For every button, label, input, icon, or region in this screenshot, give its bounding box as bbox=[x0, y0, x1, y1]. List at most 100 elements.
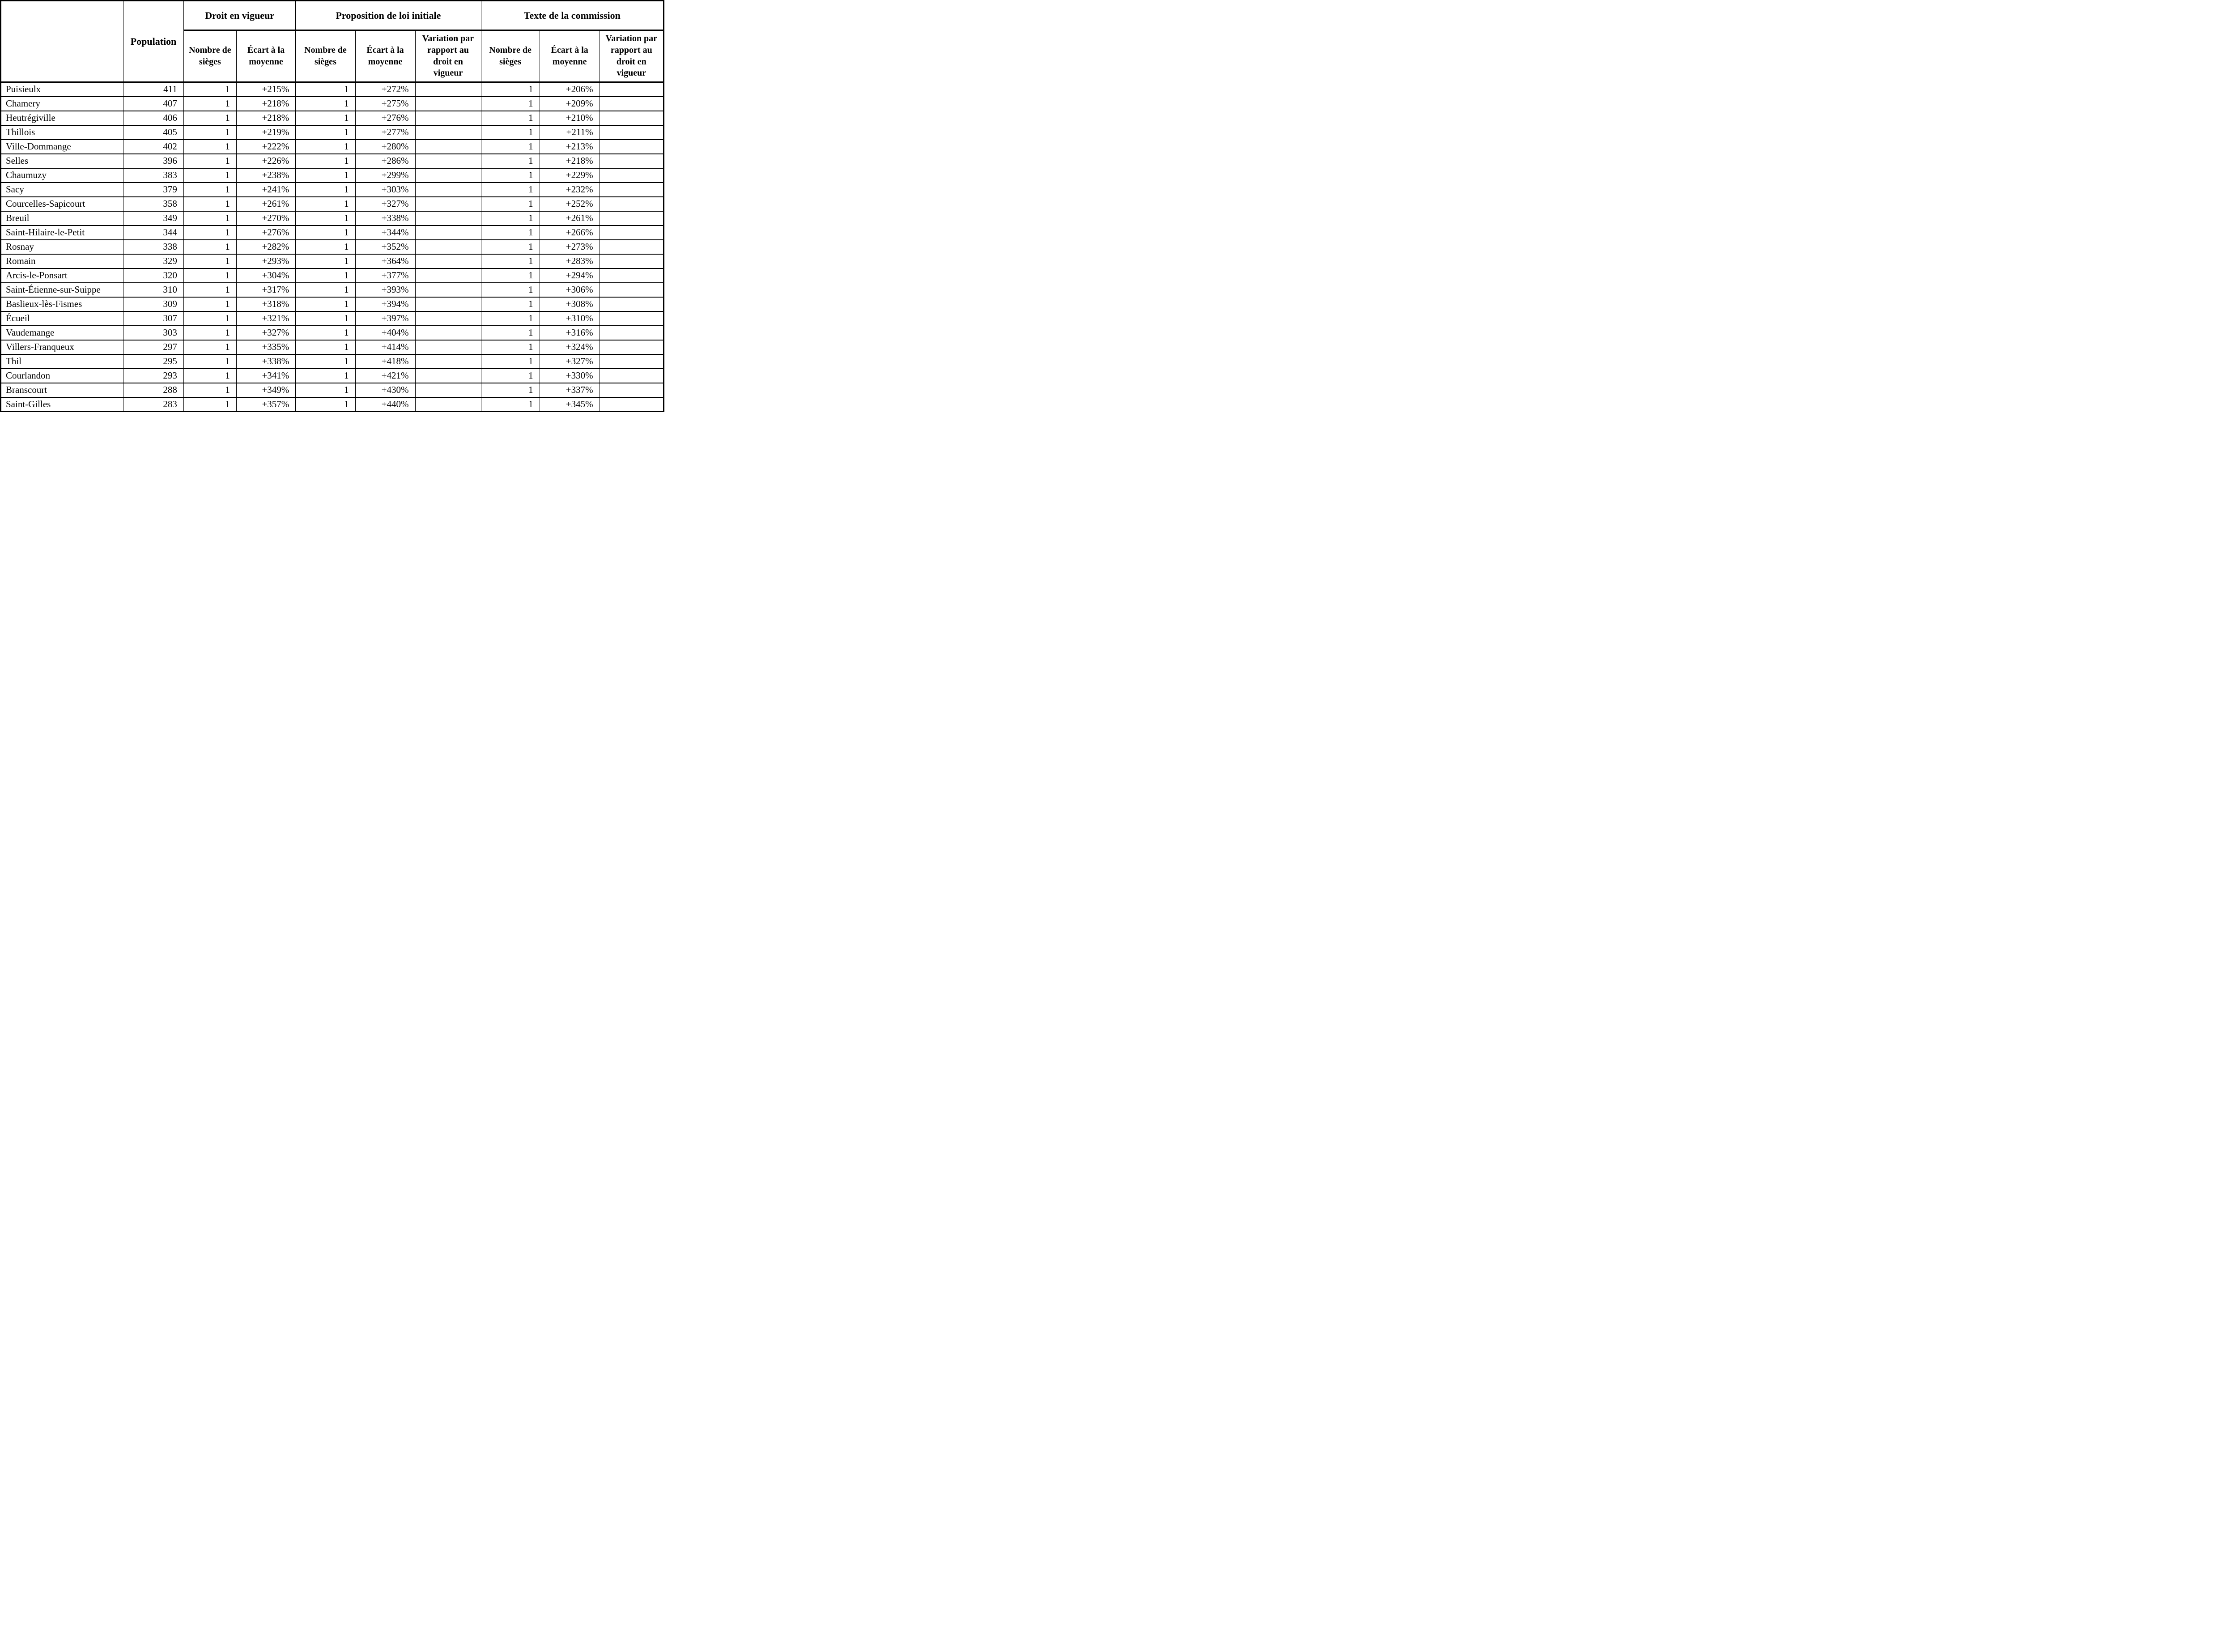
tc-variation bbox=[599, 382, 664, 398]
dev-ecart-moyenne: +318% bbox=[236, 296, 296, 312]
tc-ecart-moyenne: +294% bbox=[539, 268, 600, 283]
dev-ecart-moyenne: +238% bbox=[236, 167, 296, 183]
tc-nombre-sieges: 1 bbox=[481, 311, 540, 326]
tc-ecart-moyenne: +273% bbox=[539, 239, 600, 255]
dev-nombre-sieges: 1 bbox=[183, 239, 237, 255]
tc-nombre-sieges: 1 bbox=[481, 382, 540, 398]
subheader-dev-ecart-moyenne: Écart à la moyenne bbox=[236, 30, 296, 83]
population-header: Population bbox=[123, 0, 184, 83]
tc-variation bbox=[599, 196, 664, 212]
dev-ecart-moyenne: +270% bbox=[236, 210, 296, 226]
pli-ecart-moyenne: +397% bbox=[355, 311, 416, 326]
pli-nombre-sieges: 1 bbox=[295, 81, 356, 97]
dev-ecart-moyenne: +335% bbox=[236, 339, 296, 355]
sub-header-row: Nombre de sièges Écart à la moyenne Nomb… bbox=[1, 30, 664, 83]
pli-nombre-sieges: 1 bbox=[295, 339, 356, 355]
group-header-texte-commission: Texte de la commission bbox=[481, 0, 664, 31]
pli-nombre-sieges: 1 bbox=[295, 96, 356, 111]
tc-variation bbox=[599, 268, 664, 283]
tc-nombre-sieges: 1 bbox=[481, 81, 540, 97]
tc-variation bbox=[599, 353, 664, 369]
table-row: Saint-Gilles 283 1 +357% 1 +440% 1 +345% bbox=[0, 396, 664, 412]
tc-nombre-sieges: 1 bbox=[481, 253, 540, 269]
corner-cell bbox=[0, 0, 124, 83]
pli-ecart-moyenne: +327% bbox=[355, 196, 416, 212]
tc-variation bbox=[599, 296, 664, 312]
group-header-droit-en-vigueur: Droit en vigueur bbox=[183, 0, 296, 31]
pli-ecart-moyenne: +393% bbox=[355, 282, 416, 298]
dev-nombre-sieges: 1 bbox=[183, 253, 237, 269]
population: 379 bbox=[123, 182, 184, 197]
commune-name: Branscourt bbox=[0, 382, 124, 398]
tc-ecart-moyenne: +316% bbox=[539, 325, 600, 341]
subheader-pli-ecart-moyenne: Écart à la moyenne bbox=[355, 30, 416, 83]
dev-ecart-moyenne: +282% bbox=[236, 239, 296, 255]
commune-name: Chamery bbox=[0, 96, 124, 111]
population: 310 bbox=[123, 282, 184, 298]
subheader-tc-ecart-moyenne: Écart à la moyenne bbox=[539, 30, 600, 83]
tc-ecart-moyenne: +218% bbox=[539, 153, 600, 169]
pli-variation bbox=[415, 210, 481, 226]
pli-variation bbox=[415, 325, 481, 341]
dev-ecart-moyenne: +226% bbox=[236, 153, 296, 169]
population: 288 bbox=[123, 382, 184, 398]
pli-variation bbox=[415, 96, 481, 111]
population: 402 bbox=[123, 139, 184, 154]
tc-nombre-sieges: 1 bbox=[481, 225, 540, 240]
table-row: Chamery 407 1 +218% 1 +275% 1 +209% bbox=[0, 96, 664, 111]
dev-ecart-moyenne: +341% bbox=[236, 368, 296, 383]
commune-name: Heutrégiville bbox=[0, 110, 124, 126]
tc-ecart-moyenne: +232% bbox=[539, 182, 600, 197]
tc-ecart-moyenne: +213% bbox=[539, 139, 600, 154]
dev-ecart-moyenne: +327% bbox=[236, 325, 296, 341]
pli-ecart-moyenne: +394% bbox=[355, 296, 416, 312]
dev-nombre-sieges: 1 bbox=[183, 268, 237, 283]
population: 295 bbox=[123, 353, 184, 369]
tc-ecart-moyenne: +209% bbox=[539, 96, 600, 111]
pli-nombre-sieges: 1 bbox=[295, 268, 356, 283]
commune-name: Thillois bbox=[0, 124, 124, 140]
pli-nombre-sieges: 1 bbox=[295, 110, 356, 126]
pli-nombre-sieges: 1 bbox=[295, 368, 356, 383]
pli-variation bbox=[415, 139, 481, 154]
tc-ecart-moyenne: +206% bbox=[539, 81, 600, 97]
pli-nombre-sieges: 1 bbox=[295, 225, 356, 240]
table-header: Population Droit en vigueur Proposition … bbox=[0, 0, 664, 83]
tc-nombre-sieges: 1 bbox=[481, 124, 540, 140]
pli-nombre-sieges: 1 bbox=[295, 196, 356, 212]
dev-nombre-sieges: 1 bbox=[183, 382, 237, 398]
tc-variation bbox=[599, 225, 664, 240]
pli-variation bbox=[415, 396, 481, 412]
dev-ecart-moyenne: +321% bbox=[236, 311, 296, 326]
pli-nombre-sieges: 1 bbox=[295, 282, 356, 298]
tc-ecart-moyenne: +211% bbox=[539, 124, 600, 140]
tc-nombre-sieges: 1 bbox=[481, 296, 540, 312]
table-row: Chaumuzy 383 1 +238% 1 +299% 1 +229% bbox=[0, 167, 664, 183]
tc-variation bbox=[599, 182, 664, 197]
pli-variation bbox=[415, 153, 481, 169]
commune-name: Thil bbox=[0, 353, 124, 369]
pli-nombre-sieges: 1 bbox=[295, 210, 356, 226]
population: 307 bbox=[123, 311, 184, 326]
tc-variation bbox=[599, 110, 664, 126]
dev-ecart-moyenne: +218% bbox=[236, 110, 296, 126]
seats-comparison-table: Population Droit en vigueur Proposition … bbox=[0, 0, 664, 412]
tc-variation bbox=[599, 239, 664, 255]
pli-variation bbox=[415, 339, 481, 355]
population: 297 bbox=[123, 339, 184, 355]
pli-nombre-sieges: 1 bbox=[295, 153, 356, 169]
table-row: Courlandon 293 1 +341% 1 +421% 1 +330% bbox=[0, 368, 664, 383]
pli-ecart-moyenne: +303% bbox=[355, 182, 416, 197]
commune-name: Villers-Franqueux bbox=[0, 339, 124, 355]
pli-ecart-moyenne: +299% bbox=[355, 167, 416, 183]
pli-nombre-sieges: 1 bbox=[295, 325, 356, 341]
subheader-pli-nombre-sieges: Nombre de sièges bbox=[295, 30, 356, 83]
tc-ecart-moyenne: +330% bbox=[539, 368, 600, 383]
tc-variation bbox=[599, 153, 664, 169]
table-row: Heutrégiville 406 1 +218% 1 +276% 1 +210% bbox=[0, 110, 664, 126]
tc-ecart-moyenne: +283% bbox=[539, 253, 600, 269]
dev-ecart-moyenne: +215% bbox=[236, 81, 296, 97]
pli-ecart-moyenne: +286% bbox=[355, 153, 416, 169]
table-row: Breuil 349 1 +270% 1 +338% 1 +261% bbox=[0, 210, 664, 226]
population: 383 bbox=[123, 167, 184, 183]
